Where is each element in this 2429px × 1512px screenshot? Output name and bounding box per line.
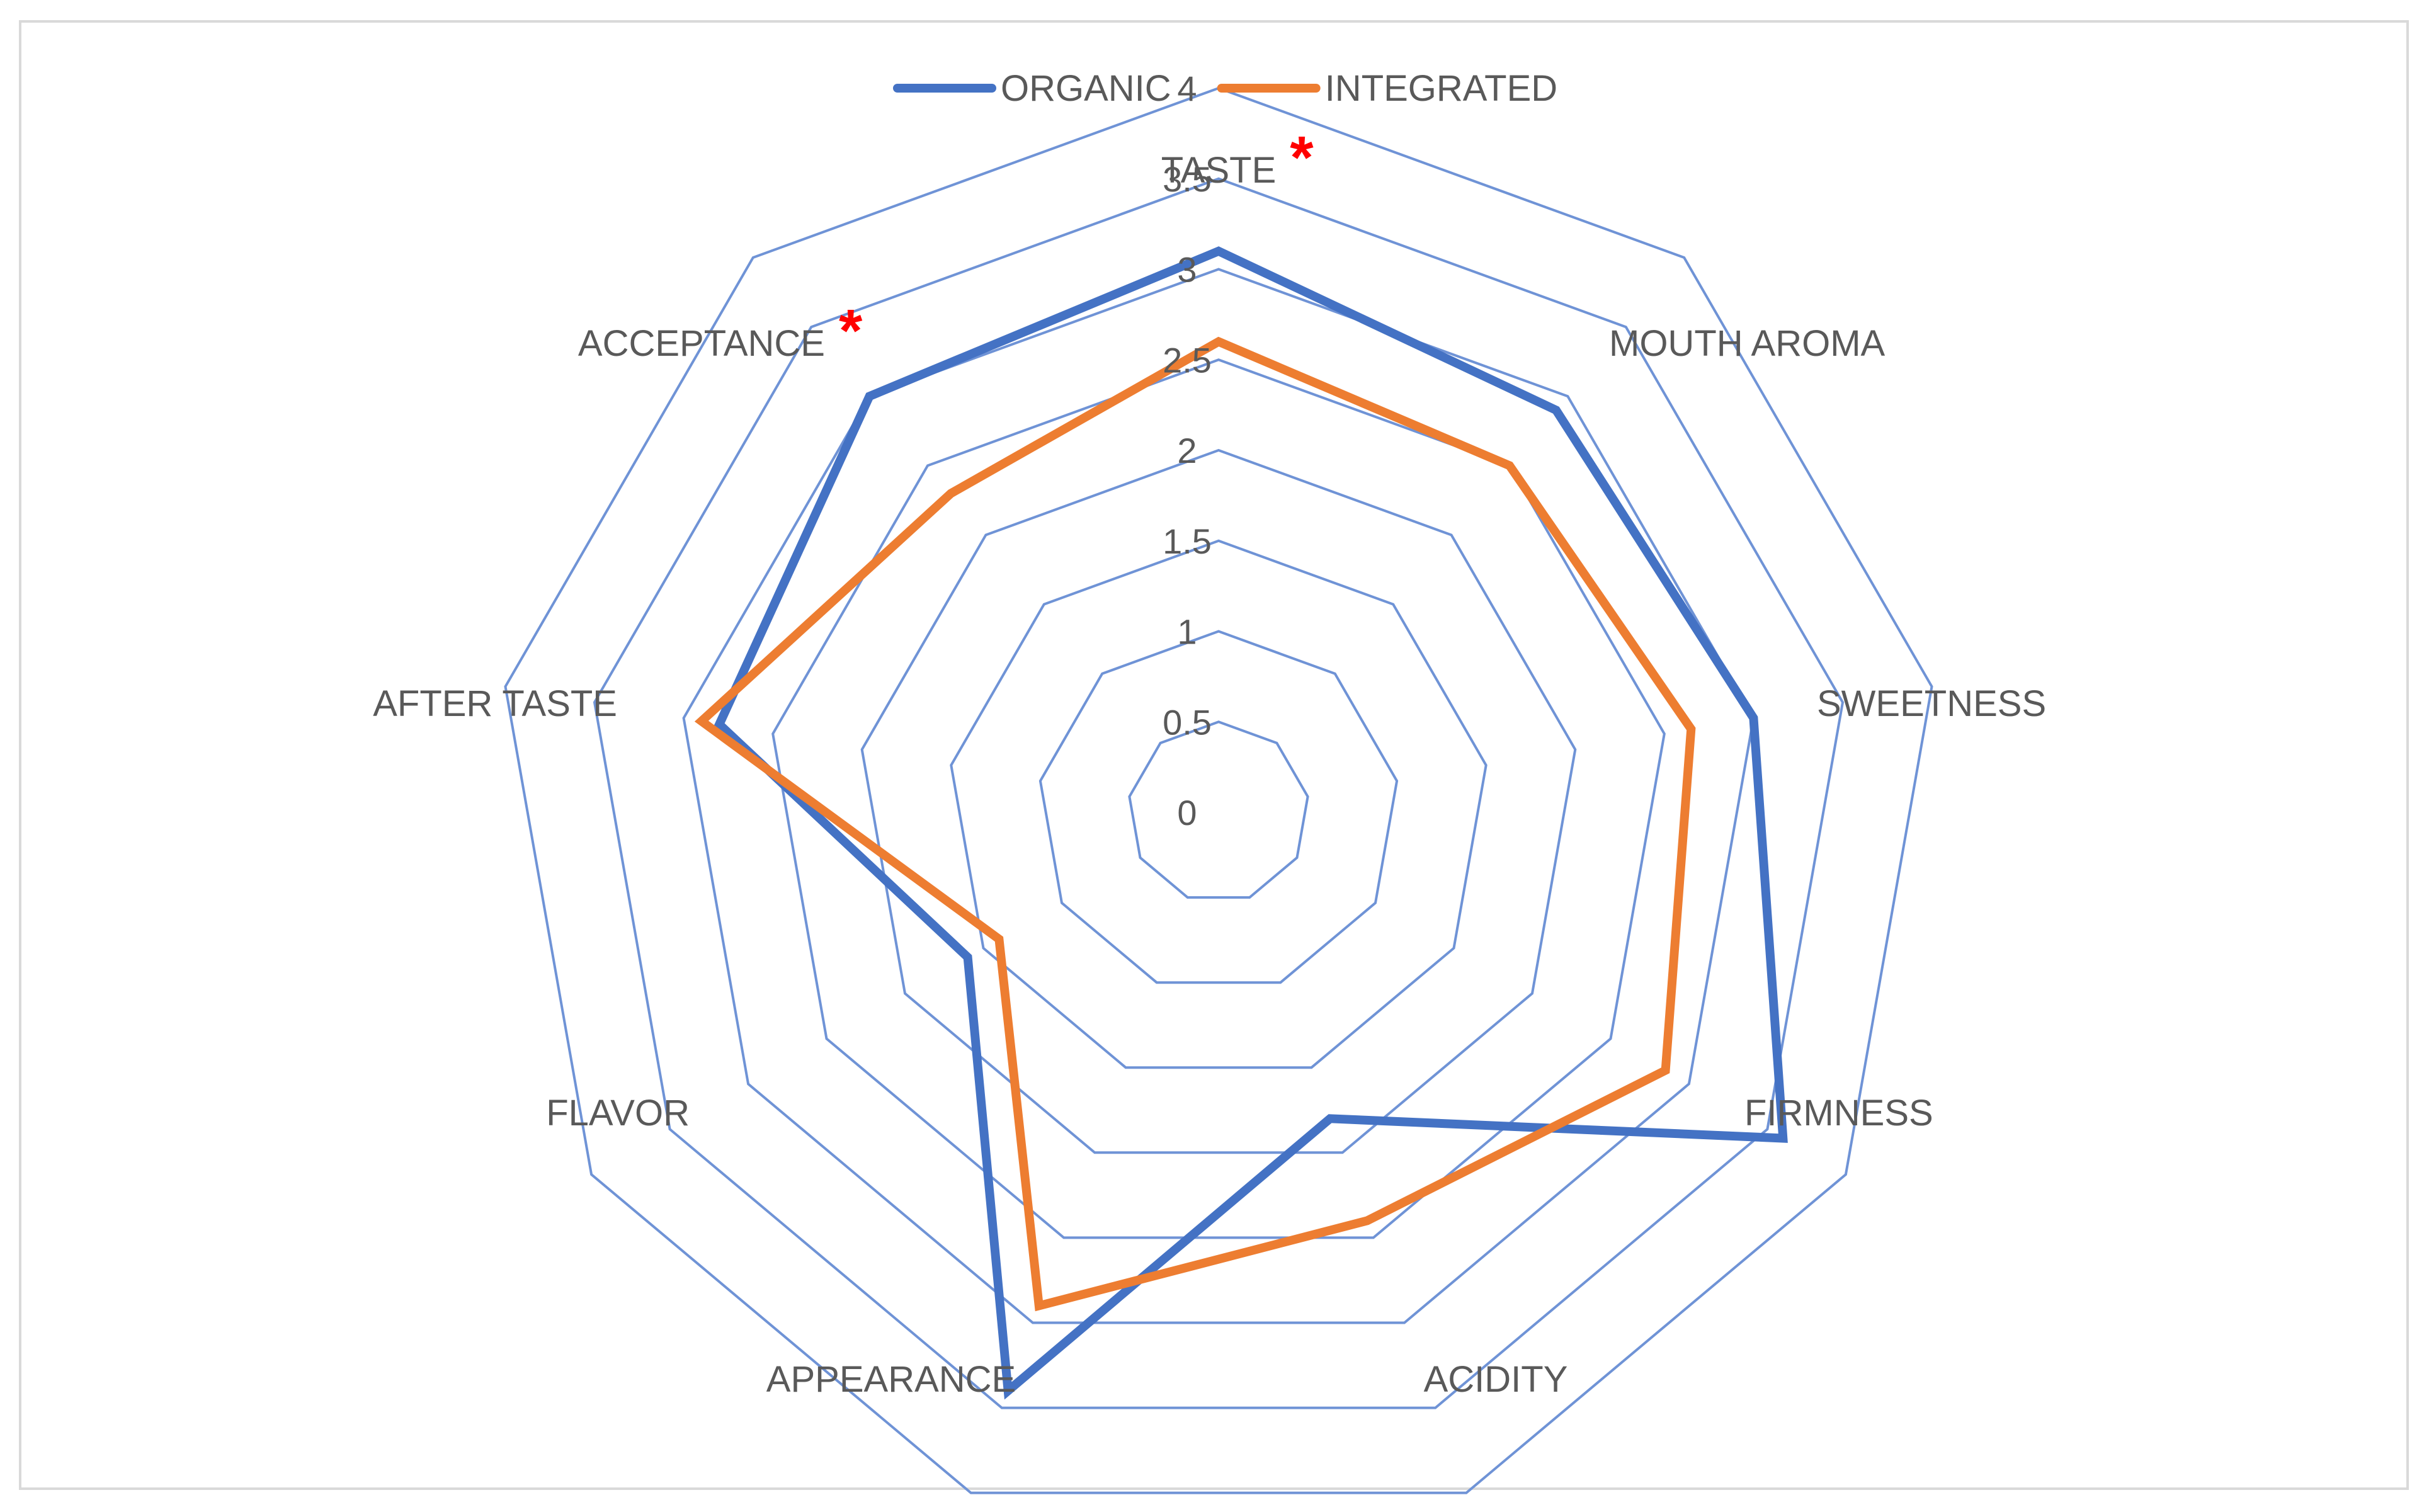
series-organic <box>714 246 1788 1400</box>
axis-label-acceptance: ACCEPTANCE <box>578 323 825 364</box>
tick-label: 0.5 <box>1163 702 1212 742</box>
chart-legend: ORGANIC INTEGRATED <box>893 68 1558 109</box>
grid-ring <box>860 448 1577 1154</box>
axis-label-firmness: FIRMNESS <box>1744 1093 1933 1134</box>
legend-label: ORGANIC <box>1001 68 1171 109</box>
series-integrated <box>694 336 1696 1312</box>
radar-grid <box>504 86 1933 1494</box>
significance-marks: ** <box>839 124 1314 365</box>
tick-label: 3.5 <box>1163 159 1212 199</box>
legend-item-organic: ORGANIC <box>893 68 1171 109</box>
tick-label: 1 <box>1177 612 1197 652</box>
tick-label: 2.5 <box>1163 340 1212 380</box>
tick-label: 3 <box>1177 250 1197 290</box>
grid-ring <box>771 358 1666 1239</box>
axis-label-taste: TASTE <box>1161 150 1277 191</box>
axis-label-sweetness: SWEETNESS <box>1817 683 2046 724</box>
radar-tick-labels: 0 0.5 1 1.5 2 2.5 3 3.5 4 <box>1163 69 1212 833</box>
axis-label-mouth-aroma: MOUTH AROMA <box>1609 323 1886 364</box>
significance-mark: * <box>1290 124 1314 191</box>
grid-ring <box>682 268 1755 1324</box>
grid-ring <box>1128 720 1309 899</box>
legend-label: INTEGRATED <box>1325 68 1558 109</box>
grid-ring <box>1038 630 1399 984</box>
radar-series <box>694 246 1788 1400</box>
axis-label-flavor: FLAVOR <box>546 1093 690 1134</box>
legend-item-integrated: INTEGRATED <box>1217 68 1558 109</box>
grid-ring <box>593 177 1845 1409</box>
chart-frame <box>19 20 2409 1490</box>
axis-label-after-taste: AFTER TASTE <box>373 683 617 724</box>
tick-label: 2 <box>1177 431 1197 470</box>
tick-label: 0 <box>1177 793 1197 833</box>
grid-ring <box>950 539 1488 1069</box>
axis-label-acidity: ACIDITY <box>1424 1359 1568 1400</box>
significance-mark: * <box>839 297 863 365</box>
axis-label-appearance: APPEARANCE <box>766 1359 1016 1400</box>
radar-axis-labels: TASTE MOUTH AROMA SWEETNESS FIRMNESS ACIDITY… <box>373 150 2046 1400</box>
tick-label: 1.5 <box>1163 521 1212 561</box>
tick-label: 4 <box>1177 69 1197 108</box>
grid-ring <box>504 86 1933 1494</box>
